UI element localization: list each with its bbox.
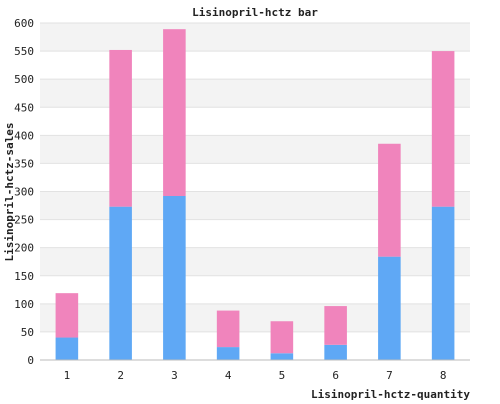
x-tick-label: 2	[117, 369, 124, 382]
bar-segment-series-1	[55, 337, 79, 360]
y-tick-label: 350	[14, 157, 34, 170]
grid-band	[40, 51, 470, 80]
bar-segment-series-1	[216, 347, 240, 360]
grid-band	[40, 79, 470, 108]
grid-band	[40, 23, 470, 52]
grid-band	[40, 331, 470, 360]
y-tick-label: 400	[14, 129, 34, 142]
bar-segment-series-2	[324, 306, 347, 345]
grid-band	[40, 247, 470, 276]
bar-segment-series-1	[163, 195, 186, 360]
y-tick-label: 500	[14, 73, 34, 86]
bar-segment-series-2	[109, 49, 132, 207]
y-tick-label: 300	[14, 186, 34, 199]
y-tick-label: 150	[14, 270, 34, 283]
bar-segment-series-1	[270, 353, 294, 360]
x-tick-label: 8	[440, 369, 447, 382]
bar-segment-series-2	[270, 321, 294, 354]
x-tick-label: 6	[332, 369, 339, 382]
x-tick-label: 5	[279, 369, 286, 382]
y-tick-label: 450	[14, 101, 34, 114]
x-tick-label: 4	[225, 369, 232, 382]
bar-segment-series-1	[378, 256, 401, 360]
x-tick-labels: 1 2 3 4 5 6 7 8	[64, 369, 447, 382]
y-tick-label: 200	[14, 242, 34, 255]
grid-band	[40, 303, 470, 332]
y-tick-label: 550	[14, 45, 34, 58]
grid-band	[40, 135, 470, 164]
grid-band	[40, 163, 470, 192]
y-tick-label: 250	[14, 214, 34, 227]
bar-segment-series-2	[378, 143, 401, 257]
x-axis-title: Lisinopril-hctz-quantity	[311, 388, 470, 400]
grid-band	[40, 191, 470, 220]
bar-segment-series-2	[431, 51, 455, 207]
x-tick-label: 7	[386, 369, 393, 382]
y-tick-labels: 0 50 100 150 200 250 300 350 400 450 500 550 600	[14, 17, 34, 367]
x-tick-label: 3	[171, 369, 178, 382]
x-tick-label: 1	[64, 369, 71, 382]
grid-band	[40, 219, 470, 248]
y-tick-label: 100	[14, 298, 34, 311]
bar-segment-series-1	[109, 206, 132, 360]
bars	[55, 29, 455, 360]
y-tick-label: 50	[21, 326, 34, 339]
bar-segment-series-1	[431, 206, 455, 360]
y-tick-label: 600	[14, 17, 34, 30]
bar-segment-series-2	[163, 29, 186, 196]
y-tick-label: 0	[27, 354, 34, 367]
grid-band	[40, 107, 470, 136]
y-axis-title: Lisinopril-hctz-sales	[3, 122, 16, 261]
grid-band	[40, 275, 470, 304]
bar-segment-series-2	[216, 310, 240, 348]
bar-segment-series-2	[55, 293, 79, 338]
bar-segment-series-1	[324, 344, 347, 360]
chart-title: Lisinopril-hctz bar	[192, 6, 318, 19]
